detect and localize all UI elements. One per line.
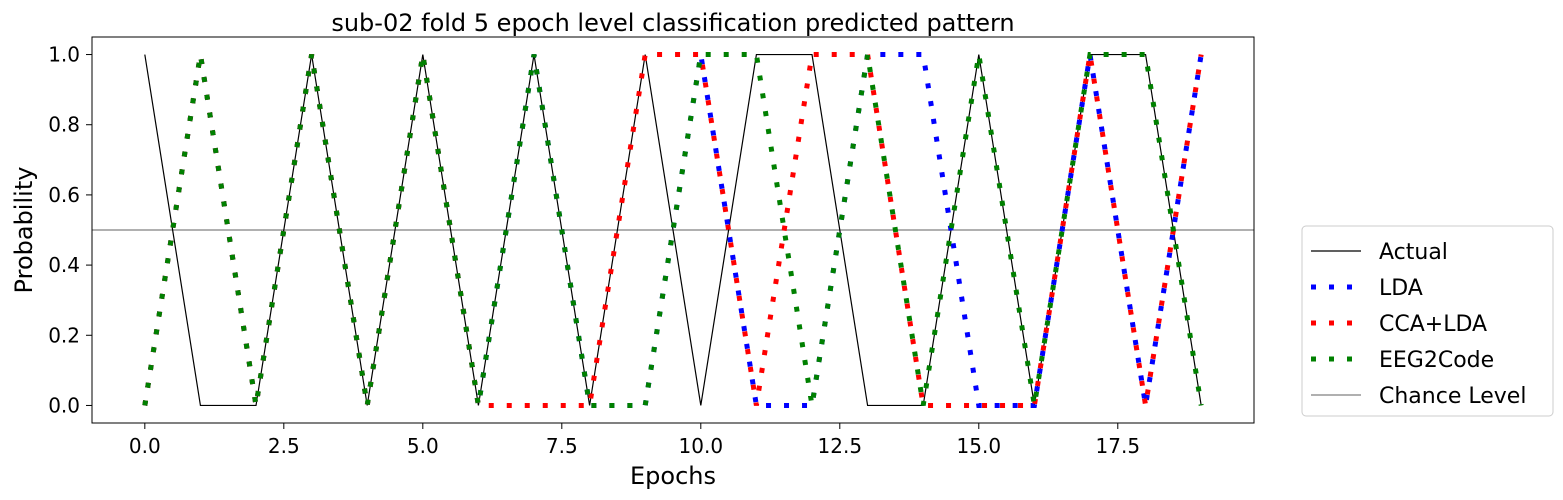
eeg2code-series-line bbox=[142, 52, 1204, 408]
x-tick-label: 17.5 bbox=[1096, 434, 1141, 458]
y-tick-label: 0.8 bbox=[48, 113, 80, 137]
x-tick-label: 12.5 bbox=[818, 434, 863, 458]
x-tick-label: 7.5 bbox=[546, 434, 578, 458]
legend-label-chance-level: Chance Level bbox=[1379, 384, 1526, 409]
x-axis: 0.0 2.5 5.0 7.5 10.0 12.5 15.0 17.5 bbox=[129, 423, 1140, 458]
legend-label-lda: LDA bbox=[1379, 276, 1423, 301]
plot-area bbox=[92, 52, 1254, 408]
legend: Actual LDA CCA+LDA EEG2Code Chance Level bbox=[1301, 225, 1554, 417]
legend-frame bbox=[1301, 225, 1554, 417]
y-tick-label: 0.2 bbox=[48, 323, 80, 347]
x-tick-label: 2.5 bbox=[268, 434, 300, 458]
y-axis-label: Probability bbox=[10, 167, 38, 294]
x-tick-label: 15.0 bbox=[957, 434, 1002, 458]
x-tick-label: 0.0 bbox=[129, 434, 161, 458]
y-tick-label: 0.0 bbox=[48, 393, 80, 417]
chart-title: sub-02 fold 5 epoch level classification… bbox=[331, 9, 1014, 37]
x-tick-label: 10.0 bbox=[679, 434, 724, 458]
y-tick-label: 0.6 bbox=[48, 183, 80, 207]
legend-label-cca-lda: CCA+LDA bbox=[1379, 312, 1487, 337]
legend-label-actual: Actual bbox=[1379, 240, 1448, 265]
x-axis-label: Epochs bbox=[630, 462, 716, 490]
y-tick-label: 1.0 bbox=[48, 43, 80, 67]
y-tick-label: 0.4 bbox=[48, 253, 80, 277]
legend-label-eeg2code: EEG2Code bbox=[1379, 348, 1494, 373]
x-tick-label: 5.0 bbox=[407, 434, 439, 458]
axes-frame bbox=[91, 36, 1255, 424]
y-axis: 0.0 0.2 0.4 0.6 0.8 1.0 bbox=[48, 43, 92, 417]
